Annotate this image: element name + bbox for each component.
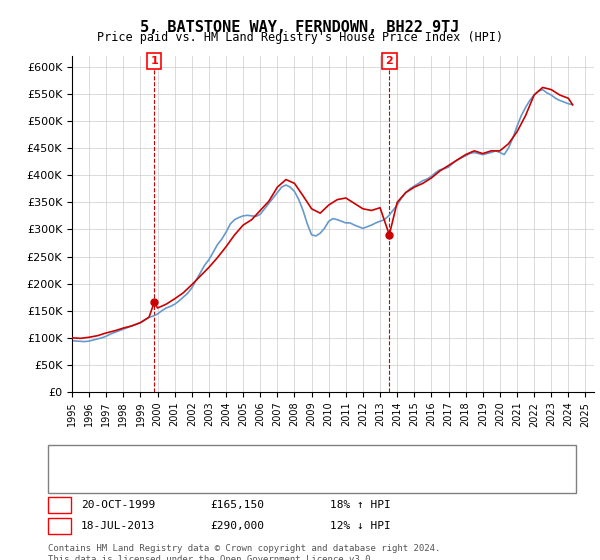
Text: 2: 2 — [56, 521, 63, 531]
Text: 12% ↓ HPI: 12% ↓ HPI — [330, 521, 391, 531]
Text: Price paid vs. HM Land Registry's House Price Index (HPI): Price paid vs. HM Land Registry's House … — [97, 31, 503, 44]
Text: 1: 1 — [150, 56, 158, 66]
Text: 5, BATSTONE WAY, FERNDOWN, BH22 9TJ: 5, BATSTONE WAY, FERNDOWN, BH22 9TJ — [140, 20, 460, 35]
Text: Contains HM Land Registry data © Crown copyright and database right 2024.
This d: Contains HM Land Registry data © Crown c… — [48, 544, 440, 560]
Text: 5, BATSTONE WAY, FERNDOWN, BH22 9TJ (detached house): 5, BATSTONE WAY, FERNDOWN, BH22 9TJ (det… — [81, 452, 406, 463]
Text: 20-OCT-1999: 20-OCT-1999 — [81, 500, 155, 510]
Text: HPI: Average price, detached house, Dorset: HPI: Average price, detached house, Dors… — [81, 473, 343, 483]
Text: 18-JUL-2013: 18-JUL-2013 — [81, 521, 155, 531]
Text: 2: 2 — [385, 56, 393, 66]
Text: 18% ↑ HPI: 18% ↑ HPI — [330, 500, 391, 510]
Text: £165,150: £165,150 — [210, 500, 264, 510]
Text: 1: 1 — [56, 500, 63, 510]
Text: £290,000: £290,000 — [210, 521, 264, 531]
